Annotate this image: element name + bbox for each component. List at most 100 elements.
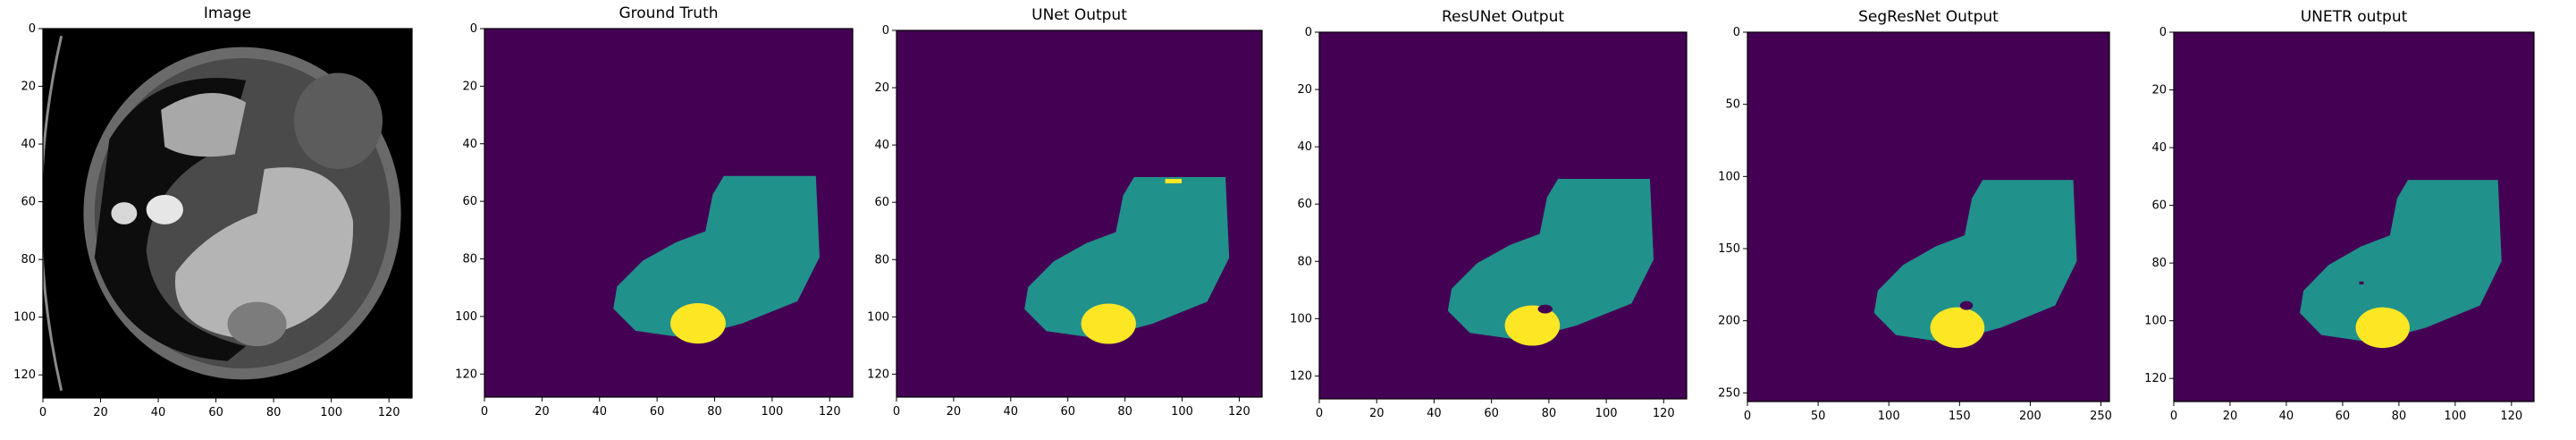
x-tick-label: 40	[592, 405, 607, 419]
x-tick-label: 80	[1117, 405, 1132, 419]
y-tick-label: 50	[1725, 98, 1740, 112]
mask-artifact	[1165, 179, 1183, 183]
axes-frame	[1747, 31, 2110, 402]
x-tick-label: 100	[1878, 410, 1900, 423]
x-tick-label: 120	[1228, 405, 1250, 419]
lesion-mask	[1081, 303, 1136, 344]
panel-title: SegResNet Output	[1858, 8, 1999, 26]
lesion-mask	[1504, 305, 1561, 346]
y-tick-label: 80	[2151, 257, 2167, 270]
bowel-region	[293, 72, 383, 169]
axes-frame	[42, 28, 413, 399]
y-tick-label: 80	[462, 253, 477, 267]
organ-mask	[1873, 180, 2077, 343]
x-tick-label: 120	[1653, 407, 1675, 420]
x-tick-label: 200	[2019, 410, 2041, 423]
x-tick-label: 250	[2090, 410, 2112, 423]
y-tick-label: 120	[2144, 372, 2167, 385]
y-tick-label: 80	[21, 253, 36, 267]
y-tick-label: 20	[462, 80, 477, 93]
x-tick-label: 20	[2223, 410, 2238, 423]
y-tick-label: 120	[13, 368, 36, 382]
x-tick-label: 40	[1427, 407, 1442, 420]
x-tick-label: 40	[151, 406, 166, 419]
panel-title: Ground Truth	[619, 4, 718, 22]
y-tick-label: 80	[1297, 255, 1312, 268]
y-tick-label: 60	[21, 196, 36, 209]
y-tick-label: 40	[2151, 141, 2167, 155]
y-tick-label: 40	[462, 138, 477, 151]
x-tick-label: 0	[1744, 410, 1751, 423]
x-tick-label: 20	[947, 405, 962, 419]
x-tick-label: 120	[2500, 410, 2522, 423]
y-tick-label: 0	[882, 24, 889, 38]
y-tick-label: 100	[1718, 170, 1740, 183]
x-tick-label: 100	[761, 405, 783, 419]
x-tick-label: 120	[378, 406, 400, 419]
x-tick-label: 50	[1811, 410, 1826, 423]
panel-title: ResUNet Output	[1442, 8, 1564, 26]
y-tick-label: 100	[455, 310, 477, 324]
x-tick-label: 40	[1004, 405, 1019, 419]
mask-artifact	[1959, 300, 1974, 310]
x-tick-label: 80	[707, 405, 722, 419]
x-tick-label: 80	[1542, 407, 1557, 420]
lesion-region	[227, 301, 287, 347]
y-tick-label: 150	[1718, 242, 1740, 256]
x-tick-label: 0	[39, 406, 46, 419]
y-tick-label: 0	[470, 22, 477, 36]
lesion-mask	[2355, 307, 2410, 349]
y-tick-label: 40	[1297, 140, 1312, 154]
panel-title: UNETR output	[2301, 8, 2408, 26]
y-tick-label: 100	[1290, 312, 1312, 326]
panel-unetr: UNETR output 0 20 40 60 80 100 120 0 20 40 60 80 100 1…	[2144, 8, 2535, 423]
y-tick-label: 20	[2151, 84, 2167, 97]
x-tick-label: 80	[266, 406, 282, 419]
bone-region	[111, 202, 138, 224]
y-tick-label: 40	[21, 138, 36, 151]
panel-title: UNet Output	[1031, 6, 1127, 24]
panel-resunet: ResUNet Output 0 20 40 60 80 100 120 0 20 40 60 80 10…	[1290, 8, 1688, 420]
panel-unet: UNet Output 0 20 40 60 80 100 120 0 20 40 60 80 100 12…	[867, 6, 1263, 419]
y-tick-label: 250	[1718, 386, 1740, 400]
y-tick-label: 200	[1718, 315, 1740, 328]
y-tick-label: 120	[1290, 369, 1312, 383]
y-tick-label: 60	[462, 195, 477, 208]
x-tick-label: 100	[320, 406, 342, 419]
y-tick-label: 20	[1297, 83, 1312, 97]
y-tick-label: 100	[2144, 315, 2167, 328]
y-tick-label: 60	[1297, 198, 1312, 211]
organ-mask	[613, 175, 820, 339]
organ-mask	[1024, 177, 1230, 339]
y-tick-label: 40	[874, 139, 889, 152]
y-tick-label: 60	[2151, 199, 2167, 213]
x-tick-label: 100	[1595, 407, 1618, 420]
panel-title: Image	[204, 4, 251, 22]
mask-artifact	[1537, 304, 1553, 314]
bone-region	[146, 194, 183, 224]
y-tick-label: 20	[21, 80, 36, 94]
y-tick-label: 100	[867, 310, 889, 324]
y-tick-label: 120	[867, 368, 889, 381]
x-tick-label: 60	[650, 405, 665, 419]
x-tick-label: 0	[1316, 407, 1323, 420]
y-tick-label: 60	[874, 196, 889, 209]
panel-image: Image 0 20 40 60 80 100 120 0 20 40 60 80 100 120	[13, 4, 413, 419]
axes-frame	[1318, 31, 1688, 400]
x-tick-label: 60	[208, 406, 223, 419]
y-tick-label: 0	[1733, 26, 1740, 39]
liver-region	[174, 167, 354, 339]
x-tick-label: 100	[1171, 405, 1193, 419]
y-tick-label: 0	[29, 22, 36, 36]
x-tick-label: 40	[2279, 410, 2294, 423]
x-tick-label: 120	[819, 405, 841, 419]
upper-lobe	[161, 92, 247, 157]
x-tick-label: 20	[93, 406, 108, 419]
lesion-mask	[1930, 307, 1985, 349]
axes-frame	[2173, 31, 2535, 402]
x-tick-label: 20	[535, 405, 550, 419]
y-tick-label: 80	[874, 253, 889, 267]
mask-artifact	[2359, 281, 2364, 285]
x-tick-label: 100	[2444, 410, 2466, 423]
x-tick-label: 0	[893, 405, 900, 419]
